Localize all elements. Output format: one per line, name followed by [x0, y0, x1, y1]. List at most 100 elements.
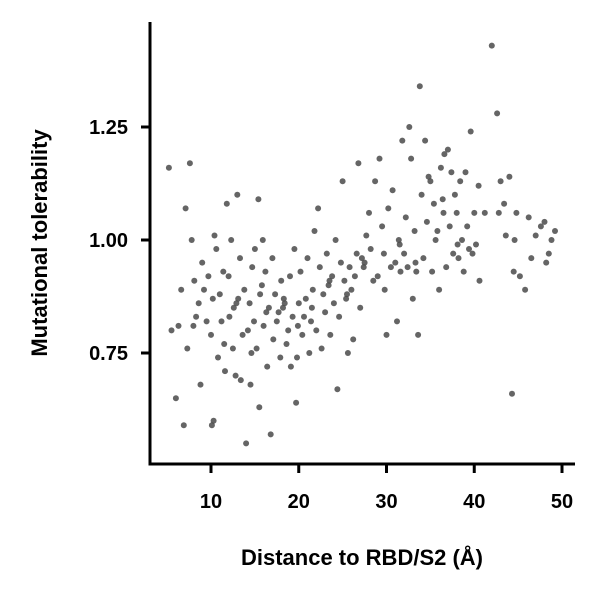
data-point — [311, 228, 318, 234]
data-point — [323, 250, 330, 257]
data-point — [330, 300, 337, 307]
data-point — [255, 196, 262, 203]
data-point — [341, 277, 348, 284]
data-point — [184, 345, 191, 352]
data-point — [234, 191, 241, 198]
data-point — [243, 440, 250, 447]
data-point — [237, 255, 243, 262]
data-point — [379, 223, 386, 230]
data-point — [221, 341, 228, 347]
data-point — [218, 318, 225, 325]
data-point — [285, 327, 292, 334]
data-point — [216, 291, 223, 298]
y-axis-label: Mutational tolerability — [27, 129, 52, 357]
data-point — [295, 300, 302, 307]
data-point — [225, 273, 232, 280]
data-point — [509, 390, 515, 397]
data-point — [439, 196, 446, 203]
data-point — [381, 286, 388, 293]
data-point — [291, 246, 298, 252]
data-point — [229, 345, 236, 352]
data-point — [228, 237, 235, 243]
data-point — [273, 318, 280, 325]
data-point — [451, 191, 458, 198]
data-point — [370, 277, 377, 284]
data-point — [265, 304, 272, 311]
data-point — [423, 218, 430, 225]
data-point — [543, 259, 550, 266]
y-tick-label: 1.00 — [89, 230, 128, 252]
data-point — [462, 169, 469, 176]
data-point — [267, 431, 274, 438]
data-point — [259, 237, 266, 243]
data-point — [494, 110, 501, 117]
data-point — [304, 255, 311, 262]
data-point — [346, 264, 353, 271]
data-point — [277, 354, 284, 361]
data-point — [525, 214, 532, 221]
points-layer — [165, 42, 558, 447]
data-point — [522, 286, 529, 293]
data-point — [476, 277, 483, 284]
x-tick-label: 30 — [375, 491, 397, 513]
data-point — [313, 327, 320, 334]
data-point — [308, 304, 315, 311]
data-point — [336, 313, 343, 320]
data-point — [506, 173, 513, 180]
data-point — [408, 155, 415, 162]
data-point — [401, 250, 408, 257]
data-point — [444, 146, 451, 153]
data-point — [332, 237, 339, 243]
data-point — [516, 273, 523, 280]
data-point — [441, 151, 448, 158]
data-point — [287, 363, 294, 370]
data-point — [244, 327, 251, 334]
data-point — [434, 228, 441, 234]
data-point — [318, 345, 325, 352]
data-point — [251, 246, 258, 252]
data-point — [355, 160, 362, 167]
data-point — [502, 232, 509, 239]
data-point — [344, 291, 350, 298]
data-point — [528, 255, 535, 262]
data-point — [339, 178, 346, 185]
data-point — [247, 381, 254, 388]
data-point — [360, 264, 367, 271]
data-point — [389, 187, 396, 194]
data-point — [190, 322, 197, 329]
data-point — [348, 286, 355, 293]
data-point — [467, 128, 474, 135]
x-axis-label: Distance to RBD/S2 (Å) — [241, 544, 483, 570]
y-tick-label: 0.75 — [89, 343, 128, 365]
x-tick-label: 20 — [288, 491, 310, 513]
data-point — [385, 205, 392, 212]
data-point — [320, 291, 327, 298]
x-ticks-layer: 10 20 30 40 50 — [200, 464, 573, 513]
data-point — [208, 422, 215, 429]
data-point — [374, 273, 381, 280]
data-point — [165, 164, 172, 171]
data-point — [415, 331, 422, 338]
data-point — [501, 200, 508, 207]
x-tick-label: 40 — [463, 491, 485, 513]
data-point — [473, 241, 479, 248]
data-point — [366, 209, 372, 216]
data-point — [210, 417, 217, 424]
data-point — [197, 381, 204, 388]
data-point — [387, 264, 394, 271]
data-point — [297, 268, 304, 275]
data-point — [233, 300, 240, 307]
data-point — [209, 295, 216, 302]
data-point — [402, 214, 409, 221]
data-point — [337, 259, 344, 266]
data-point — [436, 286, 443, 293]
data-point — [488, 42, 495, 49]
data-point — [325, 282, 332, 289]
data-point — [422, 137, 429, 144]
data-point — [223, 200, 230, 207]
data-point — [280, 295, 287, 302]
data-point — [453, 209, 460, 216]
data-point — [475, 182, 482, 189]
data-point — [215, 354, 221, 361]
